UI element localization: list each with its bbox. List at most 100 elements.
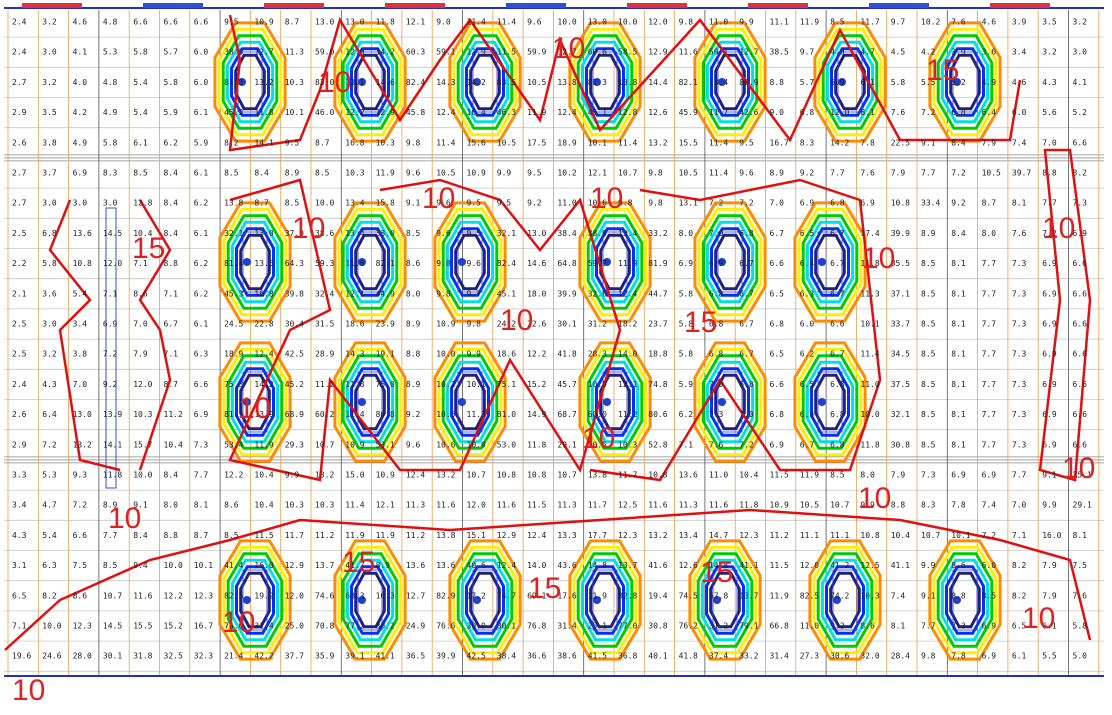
illuminance-value: 8.3 xyxy=(921,501,936,510)
illuminance-value: 74.5 xyxy=(679,591,698,600)
illuminance-value: 11.9 xyxy=(618,259,637,268)
illuminance-value: 12.0 xyxy=(830,108,849,117)
illuminance-value: 2.6 xyxy=(12,410,27,419)
illuminance-value: 11.0 xyxy=(800,622,819,631)
illuminance-value: 12.2 xyxy=(345,108,364,117)
illuminance-value: 6.9 xyxy=(1042,440,1057,449)
illuminance-value: 40.6 xyxy=(467,561,486,570)
illuminance-value: 6.2 xyxy=(164,138,179,147)
illuminance-value: 76.2 xyxy=(679,622,698,631)
contour-label: 10 xyxy=(108,502,141,535)
illuminance-value: 9.7 xyxy=(891,18,906,27)
illuminance-value: 16.8 xyxy=(254,289,273,298)
illuminance-value: 9.8 xyxy=(921,652,936,661)
illuminance-value: 15.5 xyxy=(133,622,152,631)
illuminance-value: 10.4 xyxy=(739,471,758,480)
illuminance-value: 10.3 xyxy=(345,169,364,178)
illuminance-value: 10.9 xyxy=(254,18,273,27)
illuminance-value: 11.9 xyxy=(376,169,395,178)
illuminance-value: 32.1 xyxy=(224,229,243,238)
illuminance-value: 6.1 xyxy=(1012,652,1027,661)
illuminance-value: 12.5 xyxy=(860,561,879,570)
illuminance-value: 8.8 xyxy=(164,531,179,540)
illuminance-value: 79.1 xyxy=(739,622,758,631)
illuminance-value: 15.8 xyxy=(376,199,395,208)
illuminance-value: 6.9 xyxy=(982,471,997,480)
illuminance-value: 9.1 xyxy=(1042,471,1057,480)
illuminance-value: 53.4 xyxy=(224,440,243,449)
illuminance-value: 7.5 xyxy=(73,561,88,570)
isolux-plot: 2.43.24.64.86.66.66.69.510.98.713.013.01… xyxy=(0,0,1112,715)
illuminance-value: 6.8 xyxy=(770,410,785,419)
illuminance-value: 7.3 xyxy=(951,622,966,631)
illuminance-value: 3.2 xyxy=(42,18,57,27)
illuminance-value: 9.8 xyxy=(648,199,663,208)
illuminance-value: 8.5 xyxy=(921,350,936,359)
illuminance-value: 7.9 xyxy=(891,169,906,178)
illuminance-value: 13.0 xyxy=(315,18,334,27)
illuminance-value: 39.8 xyxy=(285,289,304,298)
illuminance-value: 10.7 xyxy=(557,471,576,480)
illuminance-value: 8.9 xyxy=(770,169,785,178)
illuminance-value: 33.2 xyxy=(648,229,667,238)
illuminance-value: 9.7 xyxy=(467,289,482,298)
illuminance-value: 4.1 xyxy=(1073,78,1088,87)
illuminance-value: 70.8 xyxy=(315,622,334,631)
illuminance-value: 6.6 xyxy=(1073,320,1088,329)
illuminance-value: 7.7 xyxy=(982,289,997,298)
illuminance-value: 14.3 xyxy=(436,78,455,87)
contour-label: 10 xyxy=(862,242,895,275)
illuminance-value: 12.6 xyxy=(648,108,667,117)
illuminance-value: 30.8 xyxy=(891,440,910,449)
luminaire-point xyxy=(818,258,826,266)
illuminance-value: 38.4 xyxy=(497,652,516,661)
illuminance-value: 13.4 xyxy=(618,229,637,238)
illuminance-value: 7.3 xyxy=(1012,320,1027,329)
illuminance-value: 6.9 xyxy=(1042,320,1057,329)
illuminance-value: 23.7 xyxy=(648,320,667,329)
illuminance-value: 6.6 xyxy=(1073,259,1088,268)
illuminance-value: 11.9 xyxy=(800,471,819,480)
illuminance-value: 10.9 xyxy=(436,320,455,329)
illuminance-value: 10.3 xyxy=(618,440,637,449)
illuminance-value: 30.9 xyxy=(467,622,486,631)
illuminance-value: 6.6 xyxy=(133,18,148,27)
contour-label: 15 xyxy=(132,232,165,265)
illuminance-value: 14.2 xyxy=(254,380,273,389)
illuminance-value: 6.0 xyxy=(194,48,209,57)
illuminance-value: 10.3 xyxy=(376,138,395,147)
illuminance-value: 11.8 xyxy=(739,501,758,510)
illuminance-value: 11.1 xyxy=(830,531,849,540)
illuminance-value: 12.3 xyxy=(194,591,213,600)
illuminance-value: 36.5 xyxy=(406,652,425,661)
fixture-top xyxy=(990,3,1050,8)
illuminance-value: 9.9 xyxy=(467,350,482,359)
illuminance-value: 52.8 xyxy=(648,440,667,449)
illuminance-value: 11.1 xyxy=(770,18,789,27)
illuminance-value: 14.4 xyxy=(648,78,667,87)
luminaire-point xyxy=(458,258,466,266)
illuminance-value: 7.3 xyxy=(1073,199,1088,208)
illuminance-value: 17.2 xyxy=(467,591,486,600)
fixture-top xyxy=(869,3,929,8)
illuminance-value: 6.6 xyxy=(1073,289,1088,298)
illuminance-value: 8.9 xyxy=(406,320,421,329)
illuminance-value: 30.4 xyxy=(285,320,304,329)
contour-label: 10 xyxy=(858,482,891,515)
illuminance-value: 12.2 xyxy=(527,350,546,359)
illuminance-value: 9.6 xyxy=(406,440,421,449)
illuminance-value: 13.8 xyxy=(224,199,243,208)
illuminance-value: 8.1 xyxy=(1012,199,1027,208)
illuminance-value: 59.0 xyxy=(315,48,334,57)
illuminance-value: 9.5 xyxy=(285,138,300,147)
illuminance-value: 13.8 xyxy=(557,78,576,87)
illuminance-value: 59.9 xyxy=(527,48,546,57)
illuminance-value: 36.8 xyxy=(618,652,637,661)
illuminance-value: 6.9 xyxy=(1042,350,1057,359)
illuminance-value: 11.8 xyxy=(376,18,395,27)
illuminance-value: 45.8 xyxy=(406,108,425,117)
illuminance-value: 14.1 xyxy=(254,138,273,147)
illuminance-value: 45.9 xyxy=(679,108,698,117)
illuminance-value: 13.2 xyxy=(73,440,92,449)
contour-label: 15 xyxy=(926,54,959,87)
